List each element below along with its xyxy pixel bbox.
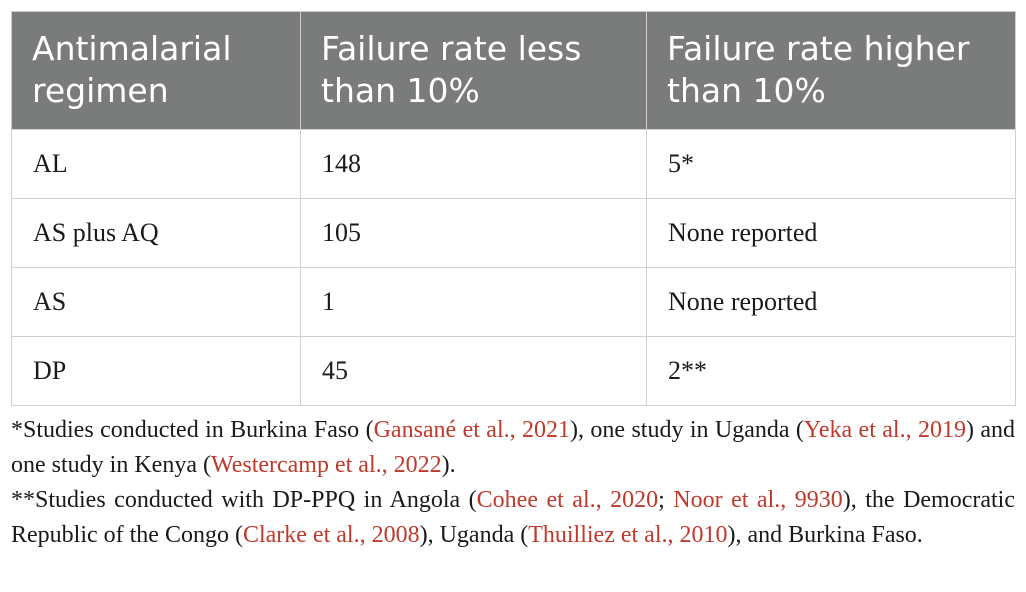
- table-row: AL 148 5*: [11, 129, 1016, 199]
- cell-less-10: 45: [300, 336, 647, 406]
- cell-regimen: AS plus AQ: [11, 198, 301, 268]
- header-failure-higher-10: Failure rate higher than 10%: [646, 11, 1016, 130]
- table-row: DP 45 2**: [11, 336, 1016, 406]
- footnote-text: ), the Democratic Republic of the Congo …: [11, 487, 1015, 548]
- header-antimalarial-regimen: Antimalarial regimen: [11, 11, 301, 130]
- footnote-text: ), and Burkina Faso.: [727, 522, 923, 548]
- footnote-text: ) and one study in Kenya (: [11, 417, 1016, 478]
- header-row: Antimalarial regimen Failure rate less t…: [11, 11, 1016, 130]
- reference-link-clarke[interactable]: Clarke et al., 2008: [242, 522, 420, 548]
- reference-link-noor[interactable]: Noor et al., 9930: [673, 487, 843, 513]
- table-footnotes: *Studies conducted in Burkina Faso (Gans…: [11, 413, 1015, 553]
- reference-link-gansane[interactable]: Gansané et al., 2021: [373, 417, 571, 443]
- table-header: Antimalarial regimen Failure rate less t…: [11, 11, 1016, 130]
- cell-regimen: DP: [11, 336, 301, 406]
- footnote-double-asterisk: **Studies conducted with DP-PPQ in Angol…: [11, 483, 1015, 553]
- cell-less-10: 105: [300, 198, 647, 268]
- table-body: AL 148 5* AS plus AQ 105 None reported A…: [11, 129, 1016, 406]
- cell-regimen: AL: [11, 129, 301, 199]
- table-row: AS 1 None reported: [11, 267, 1016, 337]
- footnote-text: ).: [441, 452, 456, 478]
- reference-link-cohee[interactable]: Cohee et al., 2020: [476, 487, 659, 513]
- reference-link-westercamp[interactable]: Westercamp et al., 2022: [210, 452, 442, 478]
- reference-link-thuilliez[interactable]: Thuilliez et al., 2010: [528, 522, 728, 548]
- table-row: AS plus AQ 105 None reported: [11, 198, 1016, 268]
- header-failure-less-10: Failure rate less than 10%: [300, 11, 647, 130]
- footnote-text: ;: [658, 487, 674, 513]
- antimalarial-failure-table: Antimalarial regimen Failure rate less t…: [11, 11, 1016, 406]
- cell-higher-10: None reported: [646, 198, 1016, 268]
- results-table-container: Antimalarial regimen Failure rate less t…: [11, 11, 1016, 406]
- footnote-text: **Studies conducted with DP-PPQ in Angol…: [11, 487, 477, 513]
- cell-less-10: 148: [300, 129, 647, 199]
- cell-higher-10: 5*: [646, 129, 1016, 199]
- footnote-text: ), one study in Uganda (: [570, 417, 804, 443]
- cell-regimen: AS: [11, 267, 301, 337]
- cell-higher-10: None reported: [646, 267, 1016, 337]
- cell-higher-10: 2**: [646, 336, 1016, 406]
- footnote-text: *Studies conducted in Burkina Faso (: [11, 417, 374, 443]
- cell-less-10: 1: [300, 267, 647, 337]
- footnote-single-asterisk: *Studies conducted in Burkina Faso (Gans…: [11, 413, 1015, 483]
- footnote-text: ), Uganda (: [419, 522, 529, 548]
- reference-link-yeka[interactable]: Yeka et al., 2019: [803, 417, 966, 443]
